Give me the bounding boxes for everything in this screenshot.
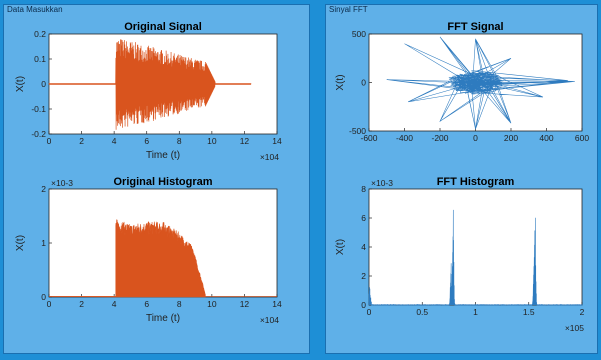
original-signal-ytick-label: 0.1 [34, 54, 46, 64]
fft-histogram-x-exponent: ×105 [565, 323, 584, 333]
original-histogram-ytick-label: 1 [41, 238, 46, 248]
fft-histogram-title: FFT Histogram [437, 176, 515, 188]
original-histogram-ytick-label: 2 [41, 184, 46, 194]
fft-histogram-xtick-label: 1.5 [523, 307, 535, 317]
original-signal-series-line [48, 39, 252, 130]
original-histogram-xtick-label: 0 [47, 299, 52, 309]
original-signal-xtick-label: 2 [79, 136, 84, 146]
fft-signal-xtick-label: 600 [575, 133, 589, 143]
original-signal-ytick-label: -0.2 [31, 129, 46, 139]
original-histogram-xtick-label: 10 [207, 299, 217, 309]
original-signal-x-exponent: ×104 [260, 152, 279, 162]
fft-histogram-plot-area [368, 188, 583, 306]
fft-signal-ytick-label: 500 [352, 29, 366, 39]
fft-signal-ylabel: X(t) [335, 74, 346, 90]
fft-histogram-chart [368, 188, 583, 306]
original-histogram-xtick-label: 4 [112, 299, 117, 309]
fft-signal-xtick-label: -600 [360, 133, 377, 143]
original-signal-title: Original Signal [124, 21, 202, 33]
original-histogram-xlabel: Time (t) [146, 313, 180, 324]
original-histogram-y-exponent: ×10-3 [51, 178, 73, 188]
fft-signal-series-line [386, 36, 575, 130]
fft-signal-xtick-label: 0 [473, 133, 478, 143]
fft-signal-panel-label: Sinyal FFT [329, 5, 368, 14]
original-signal-ytick-label: -0.1 [31, 104, 46, 114]
original-signal-xtick-label: 14 [272, 136, 282, 146]
original-signal-xlabel: Time (t) [146, 150, 180, 161]
fft-signal-title: FFT Signal [447, 21, 503, 33]
original-signal-xtick-label: 0 [47, 136, 52, 146]
original-signal-xtick-label: 10 [207, 136, 217, 146]
original-histogram-xtick-label: 6 [144, 299, 149, 309]
fft-signal-ytick-label: -500 [349, 126, 366, 136]
fft-histogram-xtick-label: 0 [367, 307, 372, 317]
fft-signal-xtick-label: 400 [539, 133, 553, 143]
fft-histogram-xtick-label: 2 [580, 307, 585, 317]
fft-signal-xtick-label: -200 [431, 133, 448, 143]
fft-histogram-ytick-label: 2 [361, 271, 366, 281]
fft-histogram-ytick-label: 4 [361, 242, 366, 252]
original-signal-xtick-label: 8 [177, 136, 182, 146]
fft-histogram-ytick-label: 6 [361, 213, 366, 223]
input-data-panel-label: Data Masukkan [7, 5, 63, 14]
fft-signal-xtick-label: 200 [504, 133, 518, 143]
fft-signal-xtick-label: -400 [396, 133, 413, 143]
original-signal-ylabel: X(t) [15, 76, 26, 92]
original-signal-ytick-label: 0.2 [34, 29, 46, 39]
original-histogram-xtick-label: 12 [240, 299, 250, 309]
original-signal-xtick-label: 12 [240, 136, 250, 146]
original-signal-xtick-label: 4 [112, 136, 117, 146]
fft-histogram-ylabel: X(t) [335, 239, 346, 255]
original-histogram-xtick-label: 14 [272, 299, 282, 309]
fft-histogram-ytick-label: 0 [361, 300, 366, 310]
original-histogram-xtick-label: 8 [177, 299, 182, 309]
original-histogram-xtick-label: 2 [79, 299, 84, 309]
fft-histogram-xtick-label: 0.5 [416, 307, 428, 317]
original-histogram-x-exponent: ×104 [260, 315, 279, 325]
fft-histogram-series-line [368, 209, 583, 307]
fft-signal-ytick-label: 0 [361, 78, 366, 88]
fft-histogram-xtick-label: 1 [473, 307, 478, 317]
fft-histogram-ytick-label: 8 [361, 184, 366, 194]
original-histogram-ytick-label: 0 [41, 292, 46, 302]
original-signal-ytick-label: 0 [41, 79, 46, 89]
original-signal-xtick-label: 6 [144, 136, 149, 146]
original-histogram-series-area [48, 219, 206, 298]
original-histogram-title: Original Histogram [113, 176, 212, 188]
original-histogram-ylabel: X(t) [15, 235, 26, 251]
fft-histogram-y-exponent: ×10-3 [371, 178, 393, 188]
